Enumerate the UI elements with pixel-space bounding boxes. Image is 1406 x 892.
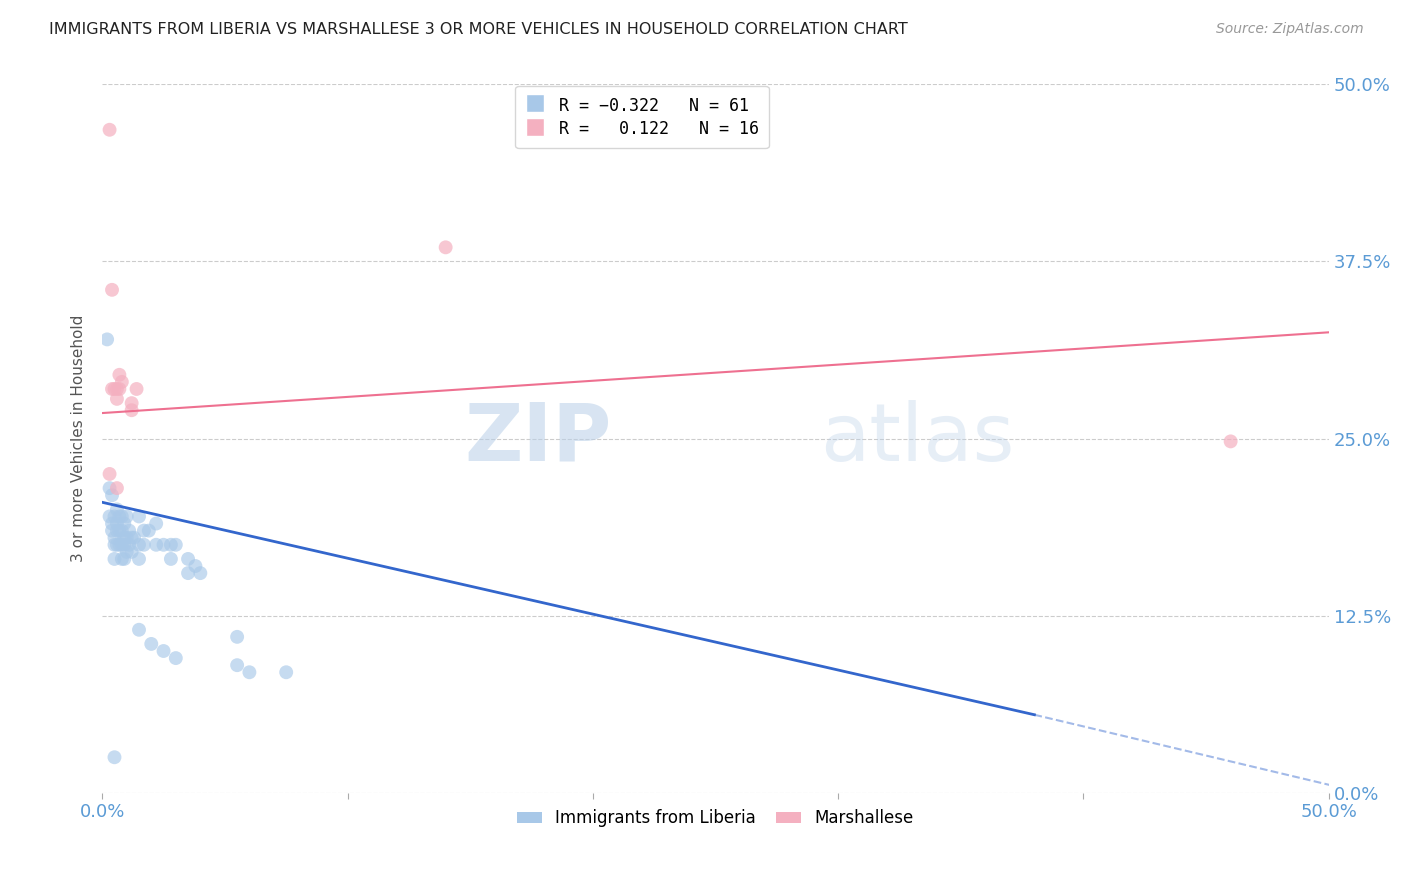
Point (160, 552, 183, 566)
Point (105, 524, 128, 538)
Point (128, 623, 150, 637)
Point (138, 524, 160, 538)
Point (141, 637, 163, 651)
Point (177, 552, 200, 566)
Point (103, 552, 125, 566)
Point (98, 467, 121, 481)
Point (98, 122, 121, 136)
Point (177, 566, 200, 580)
Point (105, 392, 128, 406)
Text: IMMIGRANTS FROM LIBERIA VS MARSHALLESE 3 OR MORE VEHICLES IN HOUSEHOLD CORRELATI: IMMIGRANTS FROM LIBERIA VS MARSHALLESE 3… (49, 22, 908, 37)
Point (128, 552, 150, 566)
Point (108, 382, 131, 396)
Point (165, 538, 187, 552)
Point (152, 644, 174, 658)
Point (108, 538, 131, 552)
Point (184, 559, 207, 574)
Point (115, 545, 138, 559)
Point (1219, 434, 1241, 449)
Point (103, 531, 125, 545)
Point (238, 665, 260, 680)
Point (105, 481, 128, 495)
Text: atlas: atlas (820, 400, 1014, 477)
Point (145, 538, 167, 552)
Point (115, 531, 138, 545)
Point (96, 332, 118, 346)
Point (121, 531, 143, 545)
Point (112, 538, 135, 552)
Point (121, 403, 143, 417)
Point (226, 658, 249, 673)
Point (160, 538, 183, 552)
Point (165, 651, 187, 665)
Point (111, 509, 134, 524)
Point (108, 524, 131, 538)
Point (111, 375, 134, 389)
Point (276, 665, 298, 680)
Point (128, 509, 150, 524)
Point (112, 552, 135, 566)
Point (145, 516, 167, 531)
Point (125, 382, 148, 396)
Y-axis label: 3 or more Vehicles in Household: 3 or more Vehicles in Household (72, 315, 86, 562)
Point (132, 524, 155, 538)
Point (101, 516, 124, 531)
Point (98, 509, 121, 524)
Point (103, 509, 125, 524)
Point (101, 382, 124, 396)
Point (121, 396, 143, 410)
Point (111, 538, 134, 552)
Point (98, 481, 121, 495)
Point (105, 516, 128, 531)
Point (111, 552, 134, 566)
Text: ZIP: ZIP (464, 400, 612, 477)
Point (128, 538, 150, 552)
Point (103, 382, 125, 396)
Point (105, 382, 128, 396)
Point (122, 531, 145, 545)
Point (132, 538, 155, 552)
Point (108, 509, 131, 524)
Point (108, 368, 131, 382)
Point (118, 538, 141, 552)
Point (105, 538, 128, 552)
Point (101, 283, 124, 297)
Point (101, 524, 124, 538)
Point (118, 524, 141, 538)
Point (188, 566, 211, 580)
Point (101, 488, 124, 502)
Text: Source: ZipAtlas.com: Source: ZipAtlas.com (1216, 22, 1364, 37)
Point (121, 545, 143, 559)
Point (152, 538, 174, 552)
Point (112, 531, 135, 545)
Legend: Immigrants from Liberia, Marshallese: Immigrants from Liberia, Marshallese (510, 803, 921, 834)
Point (115, 509, 138, 524)
Point (103, 750, 125, 764)
Point (226, 630, 249, 644)
Point (105, 502, 128, 516)
Point (103, 538, 125, 552)
Point (111, 524, 134, 538)
Point (112, 516, 135, 531)
Point (434, 240, 457, 254)
